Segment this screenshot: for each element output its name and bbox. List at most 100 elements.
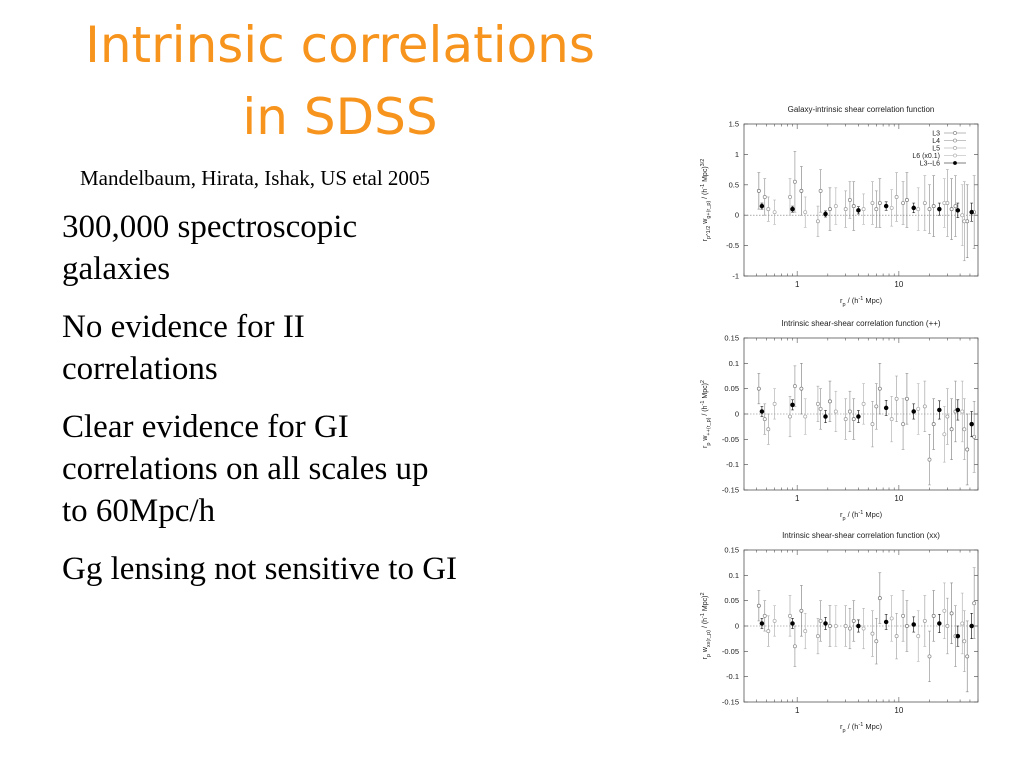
- x-tick-label: 1: [795, 280, 800, 289]
- x-tick-label: 10: [894, 280, 903, 289]
- chart-shear-shear-xx: Intrinsic shear-shear correlation functi…: [700, 531, 979, 734]
- x-tick-label: 10: [894, 706, 903, 715]
- chart-title: Galaxy-intrinsic shear correlation funct…: [788, 105, 935, 114]
- legend-marker: [953, 153, 957, 158]
- data-point: [762, 613, 767, 618]
- data-point: [799, 608, 804, 613]
- data-point: [972, 601, 977, 606]
- data-point: [815, 219, 820, 224]
- data-point: [843, 417, 848, 422]
- data-point: [856, 414, 861, 419]
- y-tick-label: 1.5: [729, 120, 739, 129]
- bullet-list: 300,000 spectroscopic galaxies No eviden…: [62, 206, 622, 606]
- data-point: [851, 417, 856, 422]
- data-point: [815, 634, 820, 639]
- x-axis-label: rp / (h-1 Mpc): [840, 510, 883, 522]
- y-tick-label: 0.5: [729, 180, 739, 189]
- data-point: [847, 626, 852, 631]
- data-point: [833, 624, 838, 628]
- data-point: [877, 596, 882, 601]
- y-tick-label: 0: [735, 410, 739, 419]
- data-point: [927, 207, 932, 212]
- data-point: [949, 207, 954, 212]
- data-point: [861, 207, 866, 212]
- data-point: [904, 198, 909, 202]
- data-point: [965, 654, 970, 659]
- data-point: [960, 621, 965, 626]
- data-point: [756, 603, 761, 608]
- bullet-item: Clear evidence for GI correlations on al…: [62, 406, 622, 532]
- data-point: [772, 401, 777, 406]
- data-point: [960, 213, 965, 218]
- data-point: [790, 621, 795, 626]
- bullet-line: No evidence for II: [62, 309, 305, 345]
- data-point: [953, 204, 958, 209]
- legend-marker: [953, 138, 957, 143]
- data-point: [861, 626, 866, 631]
- bullet-item: Gg lensing not sensitive to GI: [62, 548, 622, 590]
- y-tick-label: -0.15: [722, 486, 739, 495]
- data-point: [762, 195, 767, 199]
- data-point: [833, 204, 838, 209]
- data-point: [922, 404, 927, 409]
- data-point: [889, 205, 894, 210]
- x-axis-label: rp / (h-1 Mpc): [840, 722, 883, 734]
- data-point: [889, 616, 894, 621]
- data-point: [851, 618, 856, 623]
- data-point: [955, 633, 961, 639]
- data-point: [877, 386, 882, 391]
- x-axis-label: rp / (h-1 Mpc): [840, 296, 883, 308]
- data-point: [911, 205, 916, 211]
- legend-marker: [953, 131, 957, 135]
- bullet-line: Gg lensing not sensitive to GI: [62, 551, 458, 587]
- data-point: [965, 447, 970, 452]
- y-axis-label: rp^1/2 wg+(r_p) / (h-1 Mpc)3/2: [700, 159, 712, 242]
- data-point: [827, 207, 832, 212]
- y-tick-label: 0.05: [724, 384, 739, 393]
- bullet-line: 300,000 spectroscopic: [62, 209, 358, 245]
- data-point: [874, 404, 879, 409]
- legend-label: L5: [932, 146, 940, 153]
- data-point: [894, 195, 899, 199]
- legend-marker: [953, 146, 957, 150]
- y-tick-label: -0.05: [722, 647, 739, 656]
- data-point: [815, 401, 820, 406]
- data-point: [762, 417, 767, 422]
- data-point: [942, 432, 947, 437]
- data-point: [960, 409, 965, 414]
- data-point: [788, 195, 792, 199]
- data-point: [937, 206, 942, 212]
- data-point: [922, 201, 927, 205]
- data-point: [766, 207, 771, 212]
- data-point: [945, 414, 950, 419]
- y-tick-label: 0.15: [724, 546, 739, 555]
- legend-label: L6 (x0.1): [912, 153, 940, 160]
- y-tick-label: -0.1: [726, 672, 739, 681]
- data-point: [969, 623, 974, 629]
- data-point: [901, 613, 906, 618]
- data-point: [788, 414, 792, 419]
- data-point: [759, 203, 765, 209]
- data-point: [847, 198, 852, 202]
- bullet-line: correlations: [62, 351, 218, 387]
- y-tick-label: -0.5: [726, 241, 739, 250]
- slide-title-line-2: in SDSS: [242, 88, 438, 146]
- data-point: [955, 208, 961, 213]
- data-point: [861, 401, 866, 406]
- data-point: [870, 201, 875, 205]
- data-point: [870, 631, 875, 636]
- data-point: [969, 421, 974, 427]
- y-tick-label: 0.1: [729, 571, 739, 580]
- data-point: [937, 621, 942, 626]
- data-point: [942, 608, 947, 613]
- data-point: [843, 624, 848, 628]
- data-point: [790, 402, 795, 408]
- data-point: [874, 639, 879, 644]
- data-point: [904, 396, 909, 401]
- data-point: [877, 201, 882, 205]
- bullet-line: to 60Mpc/h: [62, 493, 216, 529]
- data-point: [772, 210, 777, 215]
- data-point: [772, 618, 777, 623]
- chart-shear-shear-plusplus: Intrinsic shear-shear correlation functi…: [700, 319, 979, 522]
- data-point: [916, 634, 921, 639]
